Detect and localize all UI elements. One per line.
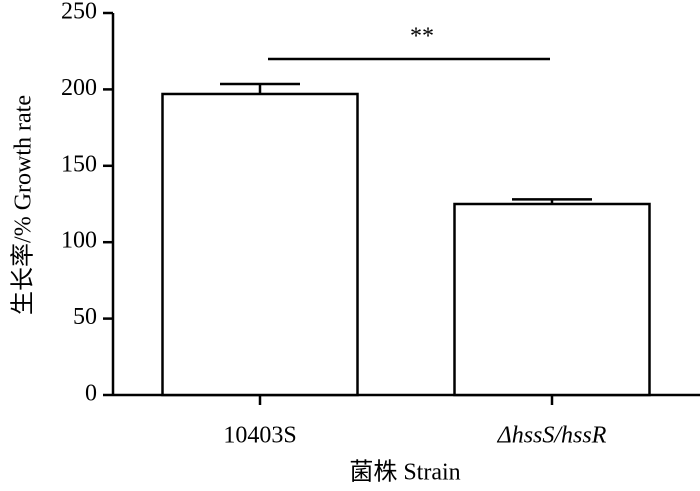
y-tick-label: 150 <box>61 151 97 177</box>
bar <box>161 92 359 397</box>
y-axis-label: 生长率/% Growth rate <box>10 95 37 315</box>
y-tick-label: 0 <box>85 381 97 407</box>
x-axis-label: 菌株 Strain <box>349 459 460 486</box>
y-tick-label: 100 <box>61 228 97 254</box>
x-tick-label: 10403S <box>223 423 296 449</box>
y-tick-label: 200 <box>61 75 97 101</box>
significance-label: ** <box>410 24 434 50</box>
y-tick-label: 50 <box>73 304 97 330</box>
bar <box>453 202 651 397</box>
x-tick-label: ΔhssS/hssR <box>497 423 607 449</box>
y-tick-label: 250 <box>61 0 97 25</box>
